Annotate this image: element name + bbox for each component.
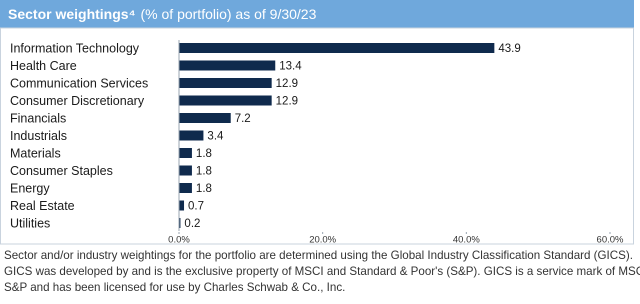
value-label: 0.7: [188, 201, 204, 213]
category-label: Consumer Staples: [10, 164, 113, 178]
title: Sector weightings⁴: [8, 6, 136, 22]
category-label: Information Technology: [10, 41, 140, 55]
subtitle: (% of portfolio) as of 9/30/23: [141, 6, 317, 22]
category-label: Real Estate: [10, 199, 75, 213]
value-label: 43.9: [498, 43, 520, 55]
footnote: Sector and/or industry weightings for th…: [4, 249, 633, 262]
value-label: 3.4: [207, 131, 224, 143]
value-label: 0.2: [184, 218, 200, 230]
category-label: Utilities: [10, 216, 50, 230]
x-tick-label: 20.0%: [309, 235, 336, 246]
value-label: 1.8: [196, 148, 212, 160]
category-label: Materials: [10, 146, 61, 160]
bar: [179, 165, 192, 176]
x-tick-label: 40.0%: [453, 235, 480, 246]
bar: [179, 200, 185, 211]
bar: [179, 60, 276, 71]
value-label: 12.9: [276, 96, 298, 108]
chart-frame: [0, 27, 634, 245]
bar: [179, 148, 192, 158]
bar: [179, 78, 272, 88]
x-tick-label: 0.0%: [168, 235, 190, 246]
bar: [179, 95, 272, 106]
category-label: Consumer Discretionary: [10, 94, 145, 108]
category-label: Communication Services: [10, 76, 148, 90]
bar: [179, 130, 204, 141]
value-label: 1.8: [196, 166, 212, 178]
x-tick-label: 60.0%: [597, 235, 624, 246]
bar: [179, 113, 231, 123]
chart-title: Sector weightings⁴ (% of portfolio) as of…: [8, 6, 317, 22]
category-label: Energy: [10, 181, 50, 195]
bar: [179, 218, 181, 228]
value-label: 12.9: [276, 78, 298, 90]
footnote: GICS was developed by and is the exclusi…: [4, 265, 640, 278]
footnote: S&P and has been licensed for use by Cha…: [4, 281, 345, 294]
bar: [179, 43, 495, 53]
category-label: Health Care: [10, 59, 77, 73]
header-bar: [0, 0, 634, 28]
value-label: 13.4: [279, 61, 302, 73]
bar: [179, 183, 192, 193]
category-label: Industrials: [10, 129, 67, 143]
value-label: 7.2: [235, 113, 251, 125]
category-label: Financials: [10, 111, 66, 125]
value-label: 1.8: [196, 183, 212, 195]
